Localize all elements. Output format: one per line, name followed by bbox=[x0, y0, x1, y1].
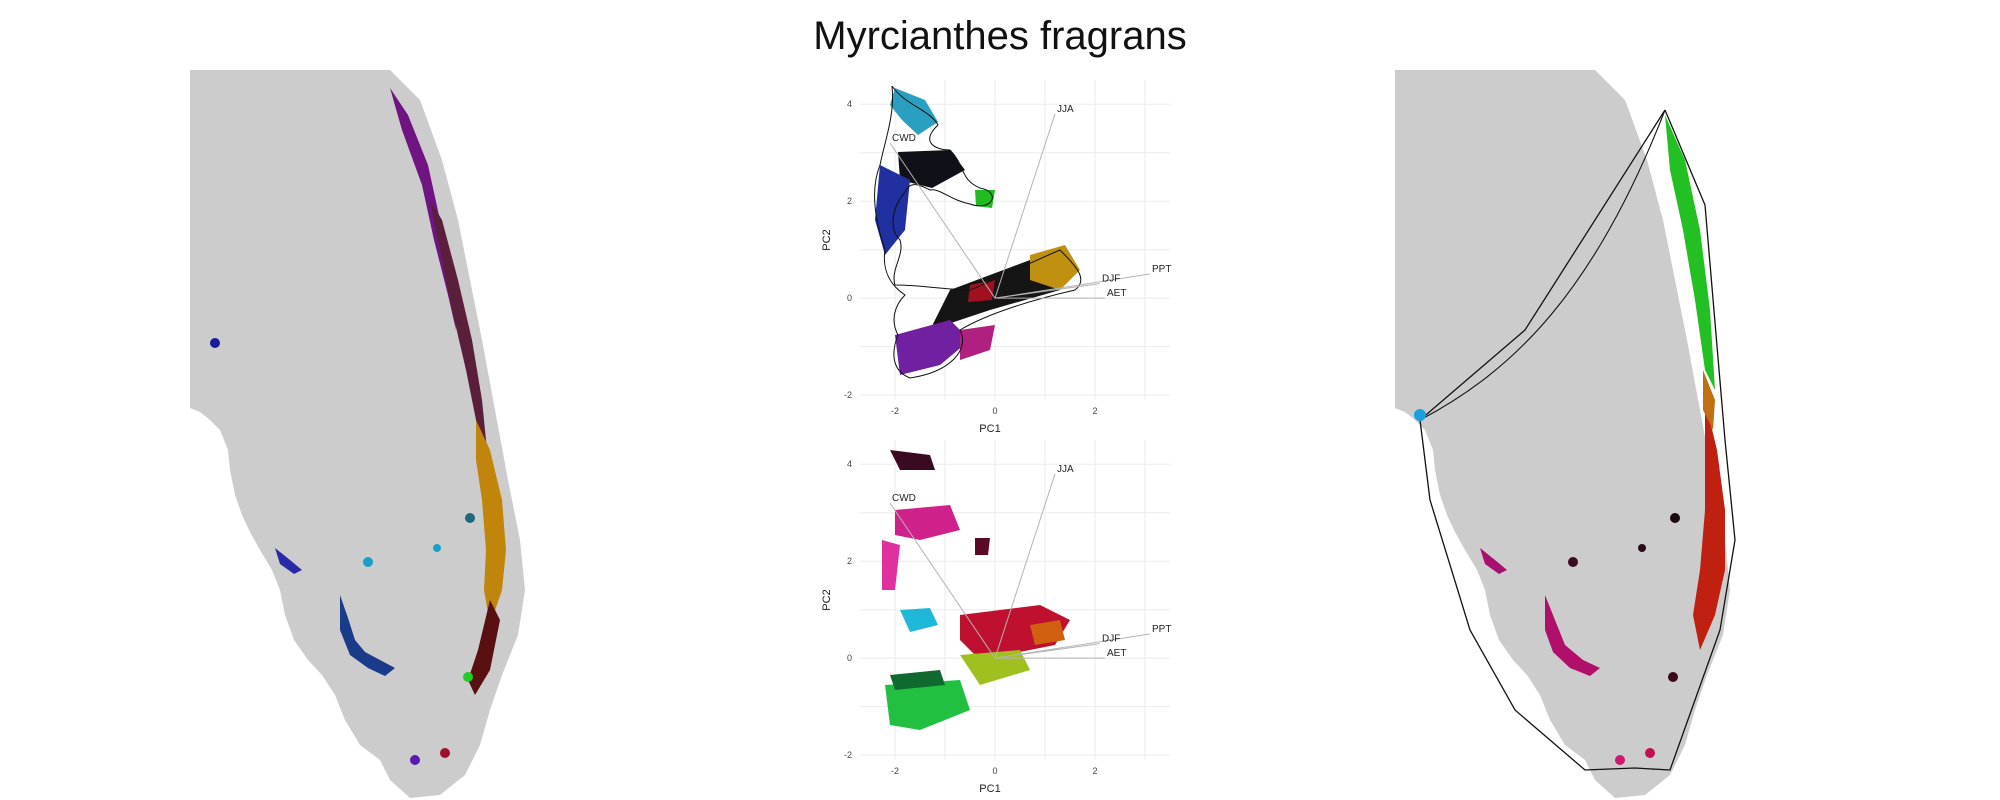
loading-label-cwd: CWD bbox=[892, 133, 916, 144]
loading-label-aet: AET bbox=[1107, 288, 1126, 299]
occurrence-point bbox=[1668, 672, 1678, 682]
loading-arrow-cwd bbox=[889, 502, 996, 659]
x-tick-label: 0 bbox=[992, 406, 997, 416]
cluster-purple bbox=[895, 320, 970, 375]
east-coast-range-green bbox=[1665, 115, 1715, 390]
loading-arrow-ppt bbox=[994, 633, 1151, 659]
y-tick-label: 2 bbox=[847, 196, 852, 206]
west-coast-cluster bbox=[340, 595, 395, 676]
x-axis-label: PC1 bbox=[979, 423, 1000, 435]
range-hull-west-arc bbox=[1419, 109, 1666, 421]
x-axis-label: PC1 bbox=[979, 783, 1000, 795]
loading-arrows bbox=[889, 473, 1151, 659]
cluster-red bbox=[968, 280, 995, 302]
occurrence-point bbox=[465, 513, 475, 523]
loading-label-aet: AET bbox=[1107, 648, 1126, 659]
occurrence-point bbox=[1645, 748, 1655, 758]
occurrence-point bbox=[1670, 513, 1680, 523]
loading-label-jja: JJA bbox=[1057, 464, 1074, 475]
occurrence-point bbox=[1615, 755, 1625, 765]
cluster-yellow-green bbox=[960, 650, 1030, 685]
occurrence-point bbox=[440, 748, 450, 758]
cluster-dark-green bbox=[890, 670, 945, 690]
loading-label-djf: DJF bbox=[1102, 274, 1120, 285]
loading-labels: JJA CWD DJF PPT AET bbox=[892, 464, 1171, 659]
east-coast-range-red bbox=[1693, 400, 1725, 650]
loading-label-djf: DJF bbox=[1102, 634, 1120, 645]
left-map-panel bbox=[190, 70, 525, 798]
loading-arrow-cwd bbox=[889, 142, 996, 299]
loading-label-cwd: CWD bbox=[892, 493, 916, 504]
loading-arrows bbox=[889, 113, 1151, 299]
cluster-green bbox=[885, 680, 970, 730]
cluster-magenta bbox=[960, 325, 995, 360]
y-axis-label: PC2 bbox=[821, 229, 833, 250]
east-coast-range-mid bbox=[430, 200, 488, 460]
x-tick-label: 2 bbox=[1092, 766, 1097, 776]
cluster-orange bbox=[1030, 245, 1080, 290]
y-tick-label: 0 bbox=[847, 293, 852, 303]
cluster-cyan bbox=[890, 88, 938, 135]
loading-arrow-jja bbox=[994, 473, 1056, 659]
y-tick-labels: 4 2 0 -2 bbox=[844, 459, 852, 760]
x-tick-label: -2 bbox=[891, 406, 899, 416]
occurrence-point bbox=[363, 557, 373, 567]
x-tick-label: 0 bbox=[992, 766, 997, 776]
occurrence-point bbox=[1568, 557, 1578, 567]
loading-label-jja: JJA bbox=[1057, 104, 1074, 115]
loading-arrow-ppt bbox=[994, 273, 1151, 299]
y-axis-label: PC2 bbox=[821, 589, 833, 610]
y-tick-label: 2 bbox=[847, 556, 852, 566]
right-map-panel bbox=[1395, 70, 1736, 798]
occurrence-point bbox=[1414, 409, 1426, 421]
west-coast-cluster-north bbox=[1480, 548, 1507, 574]
range-hull-outline bbox=[1419, 109, 1736, 771]
loading-label-ppt: PPT bbox=[1152, 264, 1171, 275]
cluster-maroon-small bbox=[975, 538, 990, 555]
cluster-pink bbox=[895, 505, 960, 540]
y-tick-label: -2 bbox=[844, 390, 852, 400]
y-tick-label: 0 bbox=[847, 653, 852, 663]
west-coast-cluster-north bbox=[275, 548, 302, 574]
loading-label-ppt: PPT bbox=[1152, 624, 1171, 635]
cluster-pink-left bbox=[882, 540, 900, 590]
east-coast-range-south bbox=[476, 420, 506, 625]
alpha-hull-outline bbox=[874, 85, 1082, 379]
occurrence-point bbox=[1638, 544, 1646, 552]
x-tick-label: 2 bbox=[1092, 406, 1097, 416]
x-tick-labels: -2 0 2 bbox=[891, 766, 1098, 776]
figure-title: Myrcianthes fragrans bbox=[813, 14, 1187, 58]
cluster-orange bbox=[1030, 620, 1065, 645]
loading-arrow-jja bbox=[994, 113, 1056, 299]
occurrence-point bbox=[210, 338, 220, 348]
east-coast-range-orange bbox=[1703, 370, 1715, 430]
y-tick-label: -2 bbox=[844, 750, 852, 760]
west-coast-cluster bbox=[1545, 595, 1600, 676]
pca-biplot-top: JJA CWD DJF PPT AET -2 0 2 4 2 0 -2 PC1 PC2 bbox=[821, 80, 1171, 435]
east-coast-range-tip bbox=[468, 600, 500, 695]
cluster-blue bbox=[875, 165, 910, 255]
x-tick-labels: -2 0 2 bbox=[891, 406, 1098, 416]
cluster-green bbox=[975, 190, 995, 208]
occurrence-point bbox=[463, 672, 473, 682]
y-tick-label: 4 bbox=[847, 99, 852, 109]
y-tick-labels: 4 2 0 -2 bbox=[844, 99, 852, 400]
cluster-cyan bbox=[900, 608, 938, 632]
cluster-dark-maroon bbox=[890, 450, 935, 470]
pca-biplot-bottom: JJA CWD DJF PPT AET -2 0 2 4 2 0 -2 PC1 PC2 bbox=[821, 440, 1171, 795]
loading-labels: JJA CWD DJF PPT AET bbox=[892, 104, 1171, 299]
y-tick-label: 4 bbox=[847, 459, 852, 469]
cluster-black-upper bbox=[898, 150, 965, 188]
occurrence-point bbox=[433, 544, 441, 552]
florida-landmass bbox=[1395, 70, 1730, 798]
x-tick-label: -2 bbox=[891, 766, 899, 776]
occurrence-point bbox=[410, 755, 420, 765]
